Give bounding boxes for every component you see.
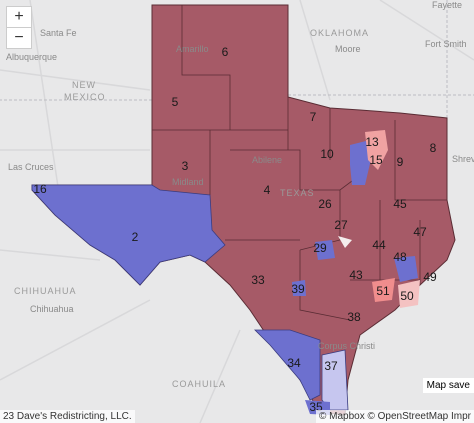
- district-label: 9: [397, 155, 404, 169]
- district-label: 39: [291, 282, 305, 296]
- district-label: 38: [347, 310, 361, 324]
- zoom-in[interactable]: +: [6, 6, 32, 28]
- district-label: 13: [365, 135, 379, 149]
- copyright: 23 Dave's Redistricting, LLC.: [0, 410, 135, 423]
- district-label: 4: [264, 183, 271, 197]
- place-label: Fort Smith: [425, 39, 467, 49]
- district-label: 7: [310, 110, 317, 124]
- district-label: 29: [313, 241, 327, 255]
- district-label: 5: [172, 95, 179, 109]
- dallas-pink: [365, 130, 388, 170]
- district-borders: [152, 5, 447, 321]
- district-51: [372, 278, 395, 302]
- district-label: 27: [334, 218, 348, 232]
- place-label: NEW: [72, 80, 96, 90]
- place-label: Corpus Christi: [318, 341, 375, 351]
- district-label: 37: [324, 359, 338, 373]
- district-label: 26: [318, 197, 332, 211]
- place-label: Fayette: [432, 0, 462, 10]
- san-antonio-blue: [292, 280, 306, 296]
- district-label: 50: [400, 289, 414, 303]
- district-50: [398, 280, 420, 308]
- district-label: 6: [222, 45, 229, 59]
- place-label: COAHUILA: [172, 379, 226, 389]
- district-label: 43: [349, 268, 363, 282]
- place-label: Albuquerque: [6, 52, 57, 62]
- district-label: 2: [132, 230, 139, 244]
- place-label: Santa Fe: [40, 28, 77, 38]
- district-label: 44: [372, 238, 386, 252]
- place-label: Moore: [335, 44, 361, 54]
- map-saved: Map save: [422, 378, 474, 393]
- district-label: 49: [423, 270, 437, 284]
- austin-blue: [315, 240, 335, 260]
- attribution[interactable]: © Mapbox © OpenStreetMap Impr: [315, 410, 474, 423]
- district-label: 8: [430, 141, 437, 155]
- district-border: [152, 5, 447, 321]
- place-label: Shrevepo: [452, 154, 474, 164]
- district-34: [254, 329, 321, 401]
- district-2: [31, 184, 226, 286]
- austin-light: [338, 236, 352, 248]
- place-label: Abilene: [252, 155, 282, 165]
- district-label: 47: [413, 225, 427, 239]
- district-label: 15: [369, 153, 383, 167]
- district-label: 34: [287, 356, 301, 370]
- place-label: Las Cruces: [8, 162, 54, 172]
- place-label: OKLAHOMA: [310, 28, 369, 38]
- place-label: CHIHUAHUA: [14, 286, 77, 296]
- place-label: Chihuahua: [30, 304, 74, 314]
- place-label: MEXICO: [64, 92, 106, 102]
- zoom-out[interactable]: −: [6, 27, 32, 49]
- district-label: 48: [393, 250, 407, 264]
- district-label: 51: [376, 284, 390, 298]
- district-label: 10: [320, 147, 334, 161]
- district-label: 45: [393, 197, 407, 211]
- district-label: 3: [182, 159, 189, 173]
- district-label: 33: [251, 273, 265, 287]
- place-label: TEXAS: [280, 188, 315, 198]
- district-label: 16: [33, 182, 47, 196]
- dallas-blue: [350, 140, 372, 185]
- houston-blue: [394, 256, 418, 282]
- place-label: Amarillo: [176, 44, 209, 54]
- place-label: Midland: [172, 177, 204, 187]
